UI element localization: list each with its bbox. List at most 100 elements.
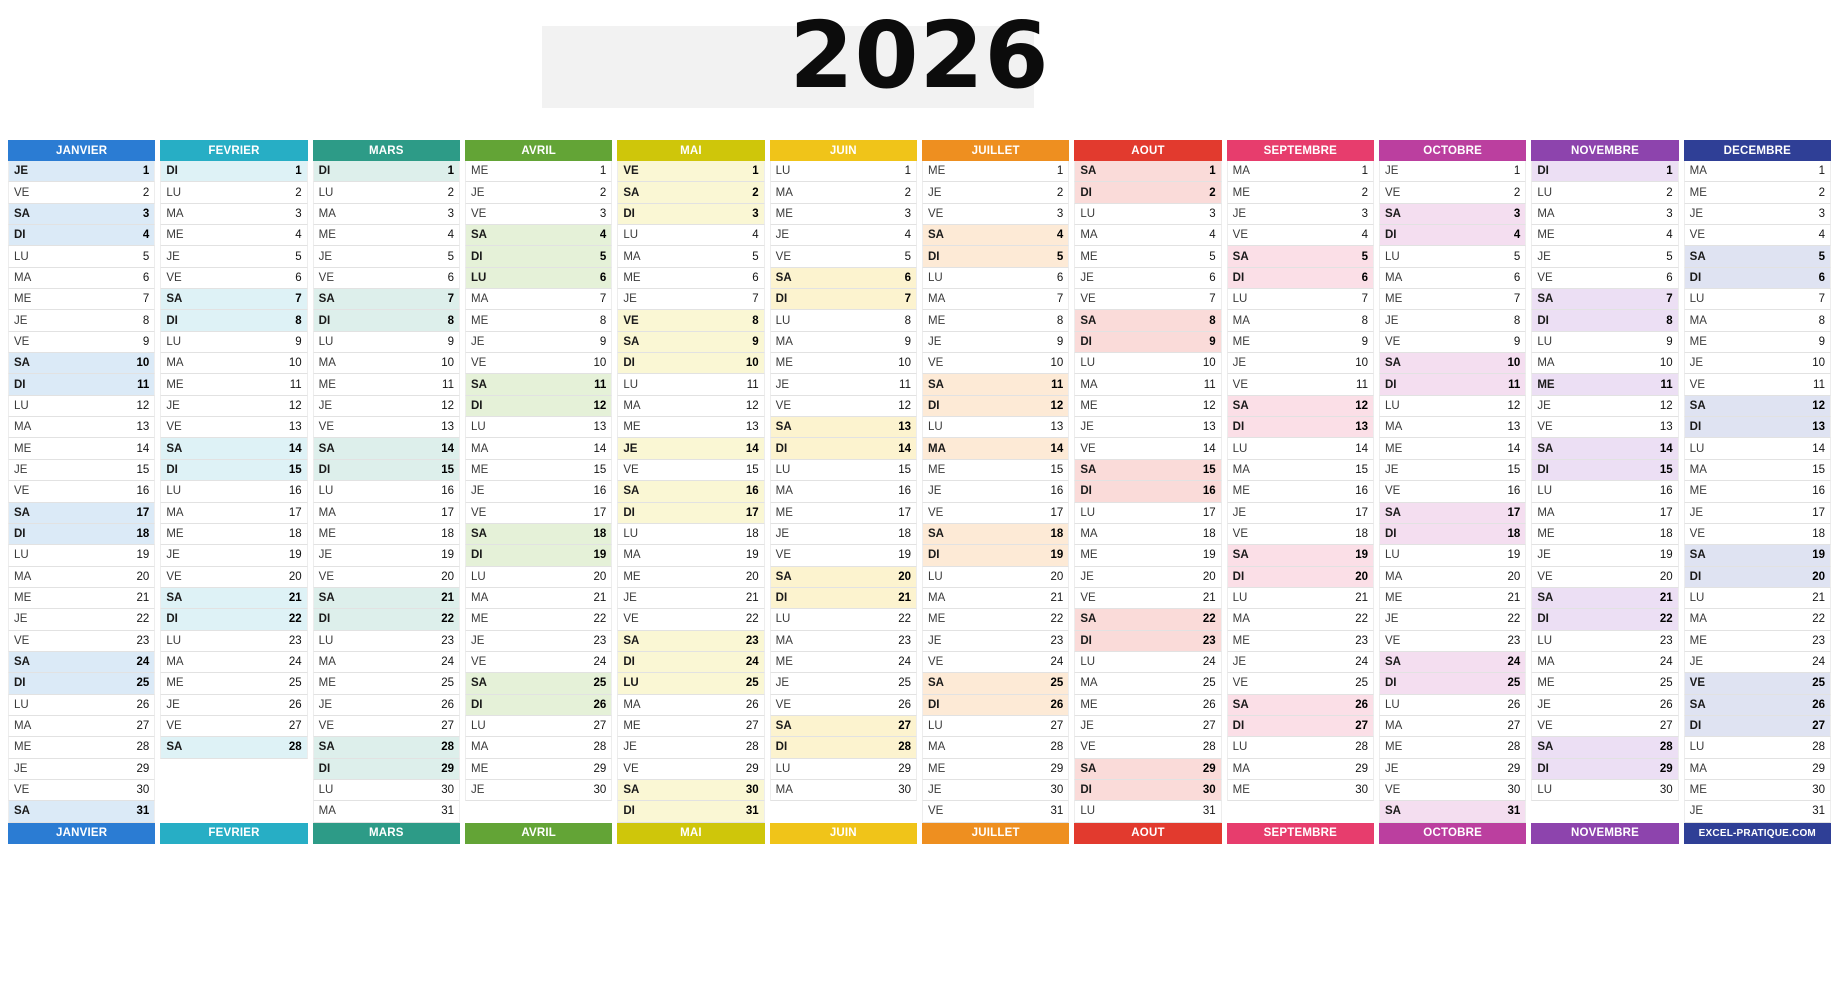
day-number: 14	[593, 442, 607, 455]
day-number: 16	[136, 485, 150, 498]
day-cell: ME 5	[1074, 246, 1222, 268]
day-cell: ME 17	[769, 502, 917, 524]
weekday-label: DI	[166, 613, 178, 626]
weekday-label: ME	[470, 613, 489, 626]
day-cell: LU 2	[1531, 182, 1679, 204]
empty-cell	[769, 801, 917, 823]
day-cell: LU 20	[921, 566, 1070, 588]
day-cell: DI 2	[1074, 182, 1222, 204]
day-cell: ME 8	[921, 310, 1070, 332]
day-number: 4	[1056, 229, 1064, 242]
day-number: 11	[1203, 378, 1216, 391]
day-cell: DI 3	[617, 203, 765, 226]
day-cell: ME 19	[1074, 545, 1222, 567]
day-number: 23	[593, 634, 607, 647]
day-number: 25	[1050, 677, 1064, 690]
day-cell: LU 26	[8, 694, 156, 716]
weekday-label: VE	[927, 805, 944, 818]
day-cell: SA 30	[617, 779, 765, 802]
day-cell: DI 15	[160, 459, 308, 482]
weekday-label: SA	[927, 677, 944, 690]
day-cell: SA 21	[312, 587, 460, 610]
day-cell: VE 3	[464, 203, 613, 226]
day-number: 15	[1812, 463, 1825, 476]
day-cell: ME 4	[160, 225, 308, 247]
day-cell: VE 6	[160, 267, 308, 290]
weekday-label: SA	[470, 229, 487, 242]
day-cell: LU 23	[160, 630, 308, 652]
weekday-label: LU	[318, 634, 334, 647]
day-number: 4	[447, 229, 454, 242]
day-cell: MA 7	[921, 289, 1070, 311]
day-number: 19	[441, 549, 454, 562]
weekday-label: JE	[1689, 207, 1704, 220]
weekday-label: ME	[318, 378, 336, 391]
day-number: 3	[1818, 207, 1825, 220]
day-cell: SA 25	[921, 673, 1070, 695]
weekday-label: MA	[1689, 762, 1707, 775]
day-number: 7	[1818, 293, 1825, 306]
weekday-label: VE	[166, 720, 182, 733]
day-cell: LU 9	[312, 331, 460, 354]
day-number: 6	[1209, 271, 1216, 284]
weekday-label: VE	[1232, 528, 1248, 541]
weekday-label: LU	[1080, 357, 1096, 370]
weekday-label: JE	[927, 186, 942, 199]
day-number: 6	[447, 271, 454, 284]
day-cell: SA 12	[1683, 395, 1831, 418]
day-number: 11	[1660, 378, 1673, 391]
day-number: 26	[1812, 698, 1825, 711]
day-cell: ME 25	[1531, 673, 1679, 695]
day-number: 13	[593, 421, 607, 434]
weekday-label: JE	[623, 442, 638, 455]
weekday-label: VE	[623, 762, 639, 775]
weekday-label: SA	[1689, 549, 1706, 562]
day-number: 2	[599, 186, 607, 199]
day-number: 8	[1056, 314, 1064, 327]
day-number: 20	[288, 570, 302, 583]
day-cell: SA 4	[464, 225, 613, 247]
day-number: 19	[1202, 549, 1216, 562]
day-number: 17	[136, 506, 150, 519]
day-number: 20	[1507, 570, 1521, 583]
day-number: 8	[142, 314, 150, 327]
weekday-label: ME	[1537, 229, 1555, 242]
weekday-label: JE	[927, 634, 942, 647]
weekday-label: SA	[1080, 613, 1097, 626]
day-cell: MA 24	[160, 651, 308, 674]
day-number: 27	[441, 720, 454, 733]
day-number: 25	[1202, 677, 1216, 690]
day-number: 18	[1355, 528, 1368, 541]
day-cell: JE 11	[769, 374, 917, 396]
day-cell: ME 28	[1378, 737, 1527, 759]
month-header-octobre: OCTOBRE	[1378, 140, 1527, 161]
weekday-label: VE	[623, 165, 639, 178]
day-number: 23	[288, 634, 302, 647]
month-header-septembre: SEPTEMBRE	[1226, 140, 1374, 161]
day-cell: ME 26	[1074, 694, 1222, 716]
weekday-label: JE	[927, 335, 942, 348]
day-cell: MA 1	[1683, 161, 1831, 183]
day-cell: VE 22	[617, 609, 765, 631]
weekday-label: ME	[1080, 549, 1098, 562]
day-cell: LU 10	[1074, 353, 1222, 375]
day-number: 22	[1507, 613, 1521, 626]
weekday-label: MA	[318, 506, 336, 519]
weekday-label: VE	[775, 549, 791, 562]
weekday-label: DI	[1537, 314, 1549, 327]
brand-link[interactable]: EXCEL-PRATIQUE.COM	[1683, 822, 1831, 844]
day-number: 8	[295, 314, 302, 327]
day-number: 10	[441, 357, 454, 370]
weekday-label: JE	[166, 698, 180, 711]
day-number: 1	[1056, 165, 1064, 178]
day-cell: VE 9	[1378, 331, 1527, 354]
weekday-label: VE	[1537, 720, 1553, 733]
day-cell: SA 18	[464, 523, 613, 546]
weekday-label: ME	[623, 720, 641, 733]
weekday-label: JE	[623, 592, 637, 605]
day-cell: LU 17	[1074, 502, 1222, 524]
weekday-label: ME	[927, 762, 946, 775]
day-cell: DI 13	[1683, 417, 1831, 439]
day-number: 31	[745, 805, 759, 818]
weekday-label: JE	[166, 399, 180, 412]
